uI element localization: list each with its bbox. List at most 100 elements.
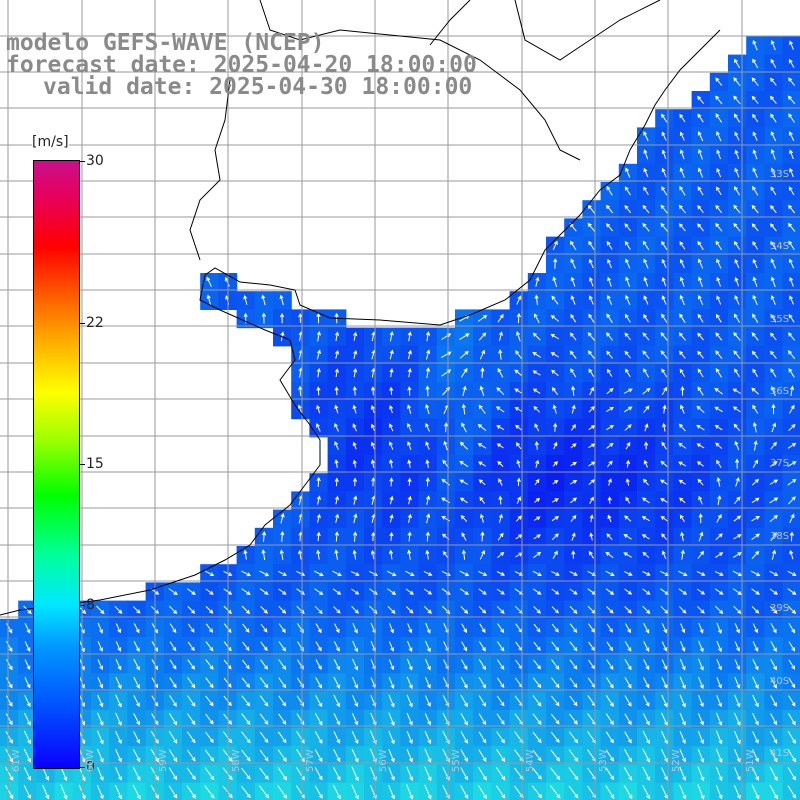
wind-arrow xyxy=(680,549,685,560)
wind-arrow xyxy=(407,349,412,360)
wind-arrow xyxy=(643,167,649,178)
wind-arrow xyxy=(771,403,776,415)
wind-arrow xyxy=(751,387,759,395)
wind-arrow xyxy=(751,204,759,214)
wind-arrow xyxy=(496,605,505,614)
wind-arrow xyxy=(352,695,359,708)
wind-arrow xyxy=(770,441,777,450)
wind-arrow xyxy=(5,748,13,763)
wind-arrow xyxy=(770,677,777,689)
wind-arrow xyxy=(23,766,31,781)
wind-arrow xyxy=(623,784,633,800)
wind-arrow xyxy=(353,513,358,524)
wind-arrow xyxy=(751,95,759,104)
wind-arrow xyxy=(734,131,740,141)
wind-arrow xyxy=(643,622,650,634)
wind-arrow xyxy=(661,659,668,671)
wind-arrow xyxy=(370,441,375,450)
wind-arrow xyxy=(460,515,468,522)
wind-arrow xyxy=(661,186,668,196)
wind-arrow xyxy=(332,570,342,577)
wind-arrow xyxy=(313,570,324,577)
wind-arrow xyxy=(205,731,214,744)
wind-arrow xyxy=(661,712,668,726)
wind-arrow xyxy=(333,676,341,689)
wind-arrow xyxy=(732,406,741,413)
wind-arrow xyxy=(751,550,760,560)
wind-arrow xyxy=(697,167,704,178)
wind-arrow xyxy=(787,713,796,726)
wind-arrow xyxy=(42,784,50,800)
longitude-label: 56W xyxy=(378,749,389,772)
colorbar-tick-label: 8 xyxy=(86,597,95,614)
wind-arrow xyxy=(770,294,776,305)
wind-arrow xyxy=(133,640,140,653)
wind-arrow xyxy=(606,606,614,614)
wind-arrow xyxy=(460,731,468,744)
wind-arrow xyxy=(679,167,685,178)
wind-arrow xyxy=(259,713,269,725)
wind-arrow xyxy=(606,406,614,413)
wind-arrow xyxy=(770,713,777,726)
wind-arrow xyxy=(478,606,487,614)
wind-arrow xyxy=(23,730,31,745)
wind-arrow xyxy=(642,695,650,707)
wind-arrow xyxy=(625,441,631,450)
wind-arrow xyxy=(732,388,742,394)
wind-arrow xyxy=(278,695,287,707)
wind-arrow xyxy=(279,549,284,560)
wind-arrow xyxy=(5,766,14,781)
wind-arrow xyxy=(24,659,31,671)
wind-arrow xyxy=(5,713,13,726)
wind-arrow xyxy=(316,549,321,560)
wind-arrow xyxy=(115,658,122,671)
wind-arrow xyxy=(478,713,487,725)
wind-arrow xyxy=(733,240,741,250)
wind-arrow xyxy=(570,368,577,378)
wind-arrow xyxy=(716,276,721,287)
wind-arrow xyxy=(443,440,448,451)
wind-arrow xyxy=(260,659,268,670)
wind-arrow xyxy=(550,749,560,762)
wind-arrow xyxy=(569,350,577,359)
wind-arrow xyxy=(643,441,649,450)
wind-arrow xyxy=(606,350,613,359)
wind-arrow xyxy=(97,622,103,634)
wind-arrow xyxy=(679,350,686,359)
wind-arrow xyxy=(680,404,685,414)
wind-arrow xyxy=(496,425,505,431)
wind-arrow xyxy=(389,423,394,432)
wind-arrow xyxy=(334,331,340,342)
longitude-label: 52W xyxy=(671,749,682,772)
wind-arrow xyxy=(5,677,13,689)
wind-arrow xyxy=(570,258,576,269)
wind-arrow xyxy=(769,784,778,800)
wind-arrow xyxy=(714,424,723,431)
wind-arrow xyxy=(715,368,722,378)
wind-arrow xyxy=(186,731,196,744)
wind-arrow xyxy=(496,695,505,707)
wind-arrow xyxy=(661,276,667,287)
wind-arrow xyxy=(733,350,741,360)
wind-arrow xyxy=(550,352,559,358)
wind-arrow xyxy=(569,713,578,725)
wind-arrow xyxy=(623,406,633,413)
wind-arrow xyxy=(425,459,430,468)
wind-arrow xyxy=(204,767,215,781)
wind-arrow xyxy=(516,331,521,342)
wind-arrow xyxy=(97,659,103,671)
wind-arrow xyxy=(607,514,612,523)
wind-arrow xyxy=(698,531,704,542)
wind-arrow xyxy=(606,623,613,633)
wind-arrow xyxy=(478,404,486,414)
wind-arrow xyxy=(734,440,740,451)
wind-arrow xyxy=(770,313,777,323)
wind-arrow xyxy=(769,588,778,595)
wind-arrow xyxy=(332,588,342,595)
wind-arrow xyxy=(587,204,595,214)
wind-arrow xyxy=(516,459,521,468)
wind-arrow xyxy=(606,223,614,232)
wind-arrow xyxy=(132,606,141,614)
wind-arrow xyxy=(588,368,595,378)
wind-arrow xyxy=(624,713,632,726)
